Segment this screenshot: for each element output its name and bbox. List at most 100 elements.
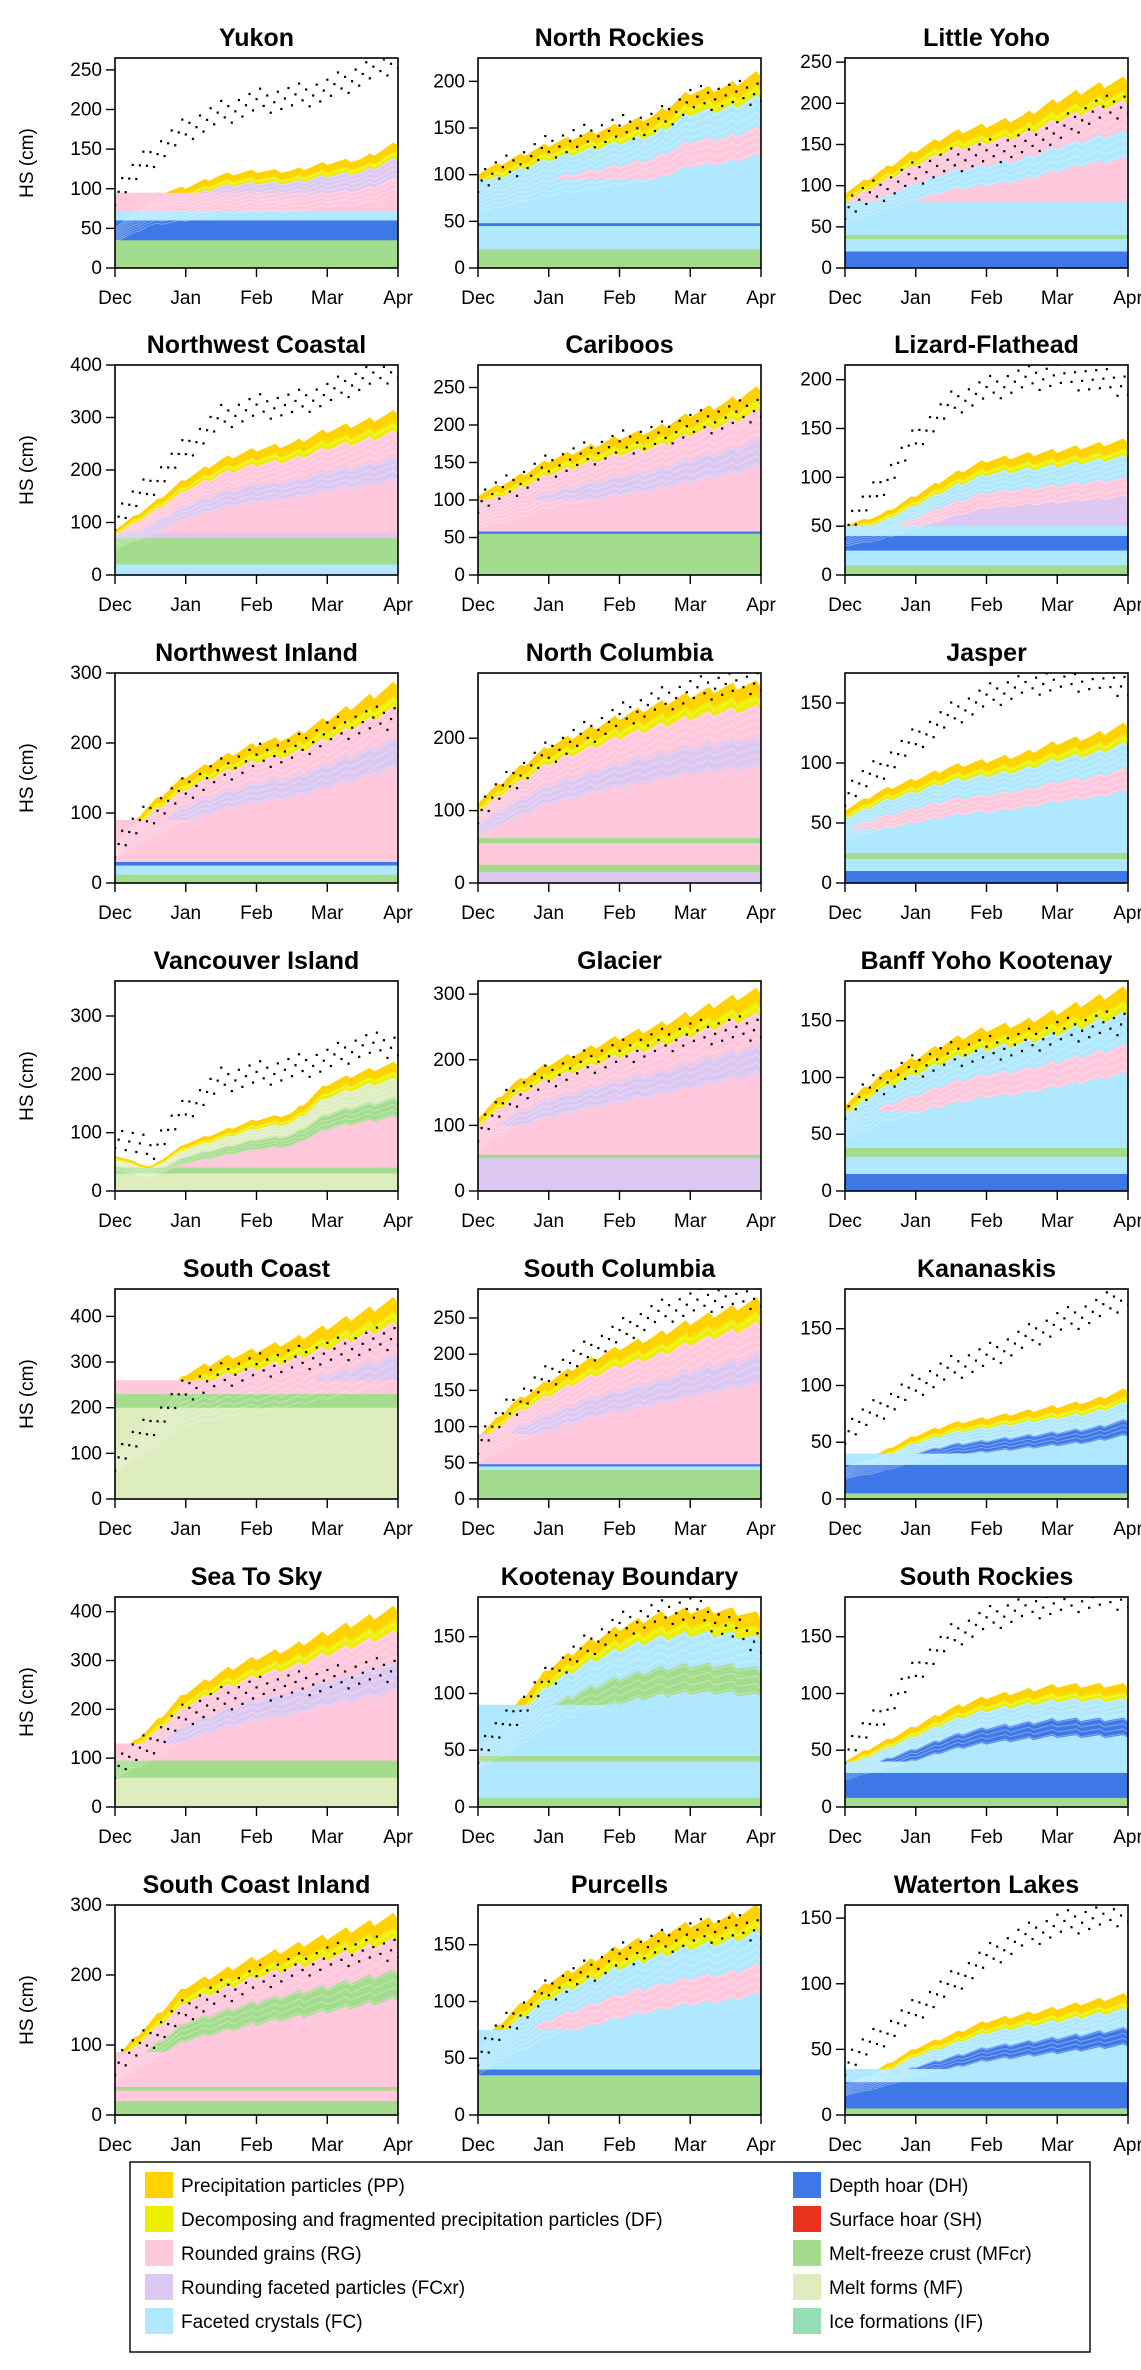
observed-hs-point: [255, 1974, 258, 1978]
observed-hs-point: [195, 1102, 198, 1105]
observed-hs-point: [269, 111, 272, 114]
observed-hs-point: [893, 192, 896, 195]
observed-hs-point: [308, 1694, 311, 1697]
observed-hs-point: [128, 830, 131, 834]
observed-hs-point: [568, 1658, 572, 1661]
y-tick-label: 0: [821, 1181, 832, 1202]
observed-hs-point: [847, 1748, 850, 1751]
observed-hs-point: [583, 1959, 586, 1962]
observed-hs-point: [618, 1328, 621, 1332]
observed-hs-point: [340, 732, 343, 735]
panel-title: North Rockies: [535, 24, 704, 52]
legend-swatch-df: [145, 2206, 173, 2232]
observed-hs-point: [191, 454, 195, 457]
observed-hs-point: [167, 799, 170, 802]
observed-hs-point: [576, 1072, 579, 1075]
observed-hs-point: [678, 1601, 681, 1604]
observed-hs-point: [315, 388, 318, 391]
observed-hs-point: [735, 1626, 738, 1630]
observed-hs-point: [145, 820, 149, 823]
observed-hs-point: [675, 1939, 678, 1942]
observed-hs-point: [960, 1987, 963, 1990]
observed-hs-point: [1049, 689, 1052, 692]
observed-hs-point: [315, 729, 318, 732]
panel-title: Yukon: [219, 24, 294, 52]
observed-hs-point: [735, 1292, 738, 1295]
y-tick-label: 50: [811, 813, 832, 834]
panel-title: Cariboos: [565, 331, 673, 359]
observed-hs-point: [266, 1969, 269, 1972]
observed-hs-point: [181, 1099, 184, 1103]
observed-hs-point: [1070, 380, 1073, 383]
observed-hs-point: [1081, 379, 1084, 382]
y-tick-label: 0: [91, 1797, 102, 1818]
observed-hs-point: [653, 1951, 657, 1954]
observed-hs-point: [721, 1937, 724, 1940]
observed-hs-point: [1084, 1910, 1087, 1914]
x-tick-label: Apr: [746, 1827, 776, 1848]
legend-label-sh: Surface hoar (SH): [829, 2210, 982, 2231]
observed-hs-point: [717, 87, 720, 90]
observed-hs-point: [205, 1380, 209, 1383]
observed-hs-point: [939, 711, 942, 714]
observed-hs-point: [749, 1648, 752, 1652]
legend-swatch-mfcr: [793, 2240, 821, 2266]
y-tick-label: 100: [433, 1417, 465, 1438]
y-tick-label: 200: [70, 100, 102, 121]
observed-hs-point: [209, 107, 212, 110]
observed-hs-point: [152, 165, 156, 169]
observed-hs-point: [1091, 110, 1094, 113]
observed-hs-point: [354, 715, 357, 718]
observed-hs-point: [1070, 1604, 1073, 1607]
observed-hs-point: [872, 2027, 875, 2031]
y-axis-label: HS (cm): [17, 743, 38, 813]
observed-hs-point: [484, 2037, 487, 2040]
observed-hs-point: [1013, 686, 1016, 689]
observed-hs-point: [1042, 1606, 1045, 1609]
observed-hs-point: [244, 409, 248, 412]
observed-hs-point: [202, 442, 205, 445]
observed-hs-point: [728, 405, 731, 408]
legend-swatch-if: [793, 2308, 821, 2334]
observed-hs-point: [227, 1367, 230, 1371]
observed-hs-point: [653, 442, 657, 446]
observed-hs-point: [992, 391, 995, 394]
observed-hs-point: [319, 745, 322, 748]
observed-hs-point: [526, 486, 529, 489]
observed-hs-point: [491, 493, 494, 496]
x-tick-label: Apr: [746, 903, 776, 924]
observed-hs-point: [932, 176, 935, 179]
observed-hs-point: [205, 118, 209, 122]
observed-hs-point: [365, 1331, 368, 1334]
observed-hs-point: [1031, 1044, 1034, 1047]
observed-hs-point: [692, 696, 695, 700]
observed-hs-point: [181, 1703, 184, 1706]
observed-hs-point: [607, 720, 611, 724]
observed-hs-point: [618, 1952, 621, 1955]
observed-hs-point: [735, 1924, 738, 1927]
observed-hs-point: [554, 1085, 558, 1088]
observed-hs-point: [117, 2061, 120, 2064]
observed-hs-point: [519, 2014, 522, 2017]
observed-hs-point: [572, 447, 575, 450]
observed-hs-point: [297, 82, 301, 85]
observed-hs-point: [685, 691, 688, 694]
observed-hs-point: [590, 1343, 593, 1346]
observed-hs-point: [925, 1064, 928, 1067]
observed-hs-point: [167, 2023, 170, 2026]
observed-hs-point: [326, 1946, 329, 1949]
observed-hs-point: [322, 1352, 325, 1355]
observed-hs-point: [276, 90, 279, 93]
x-tick-label: Mar: [1041, 595, 1074, 616]
observed-hs-point: [1020, 1614, 1024, 1618]
observed-hs-point: [177, 1113, 180, 1117]
observed-hs-point: [974, 1049, 978, 1053]
observed-hs-point: [946, 713, 949, 717]
observed-hs-point: [501, 485, 504, 489]
observed-hs-point: [1109, 686, 1112, 689]
panel-title: Kootenay Boundary: [501, 1563, 739, 1591]
observed-hs-point: [675, 431, 678, 434]
observed-hs-point: [742, 1032, 745, 1035]
